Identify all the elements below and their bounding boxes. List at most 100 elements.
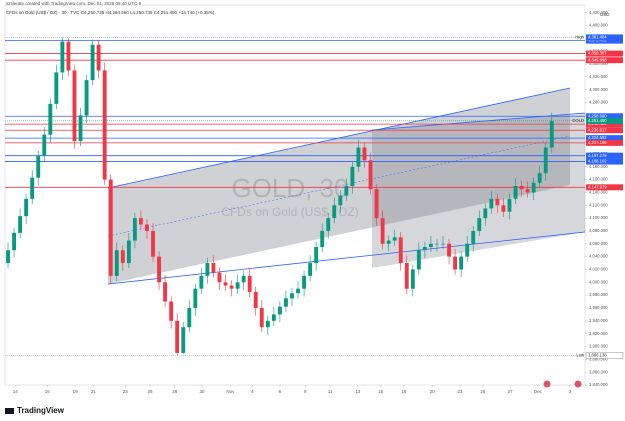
level-label: 4,345.998 <box>588 57 607 62</box>
candle-body <box>320 230 325 247</box>
candle-body <box>169 301 174 321</box>
credit: sztilerate created with TradingView.com,… <box>6 1 142 6</box>
y-tick-label: 4,100.000 <box>589 215 608 220</box>
x-tick-label: Dec <box>534 389 543 394</box>
y-tick-label: 4,080.000 <box>589 228 608 233</box>
candle-body <box>205 263 210 276</box>
candle-body <box>525 189 530 193</box>
candle-body <box>241 275 246 283</box>
y-tick-label: 4,040.000 <box>589 254 608 259</box>
candle-body <box>120 250 125 264</box>
candle-body <box>229 285 234 289</box>
level-label-box <box>586 139 623 146</box>
candle-body <box>296 288 300 294</box>
y-tick-label: 3,920.000 <box>589 331 608 336</box>
x-tick-label: 16 <box>378 389 384 394</box>
channel-midline <box>107 135 571 237</box>
candle-body <box>543 147 548 174</box>
candle-body <box>78 115 83 142</box>
y-tick-label: 4,300.000 <box>589 87 608 92</box>
candle-body <box>163 282 168 302</box>
level-label: 4,197.278 <box>588 153 607 158</box>
candle-body <box>265 320 270 328</box>
x-tick-label: 3 <box>569 389 572 394</box>
candle-body <box>157 256 161 283</box>
y-tick-label: 3,940.000 <box>589 318 608 323</box>
x-tick-label: 28 <box>172 389 178 394</box>
y-tick-label: 4,420.000 <box>589 10 608 15</box>
candle-body <box>259 307 264 328</box>
low-name: Low <box>576 352 585 357</box>
candle-body <box>211 263 216 273</box>
candle-body <box>332 205 337 219</box>
candle-body <box>193 288 198 308</box>
candle-body <box>114 250 119 276</box>
candle-body <box>290 293 294 299</box>
currency: USD <box>600 12 610 17</box>
candle-body <box>531 182 536 193</box>
candle-body <box>284 298 288 307</box>
candle-body <box>435 243 439 245</box>
last-price-label-box <box>586 117 623 124</box>
logo-icon <box>5 408 14 414</box>
candle-body <box>66 41 71 71</box>
candle-body <box>416 250 421 270</box>
candle-body <box>374 189 379 219</box>
x-tick-label: 19 <box>73 389 79 394</box>
x-tick-label: 30 <box>199 389 205 394</box>
watermark: GOLD, 30 <box>231 173 348 203</box>
watermark-subtitle: CFDs on Gold (US$ / OZ) <box>221 205 358 219</box>
candle-body <box>404 263 409 289</box>
event-icon <box>543 380 551 388</box>
level-label-box <box>586 50 623 57</box>
y-tick-label: 4,340.000 <box>589 61 608 66</box>
level-label: 4,147.979 <box>588 184 607 189</box>
x-tick-label: 26 <box>147 389 153 394</box>
last-price-name: GOLD <box>572 118 584 123</box>
candle-body <box>483 208 488 219</box>
logo-text: TradingView <box>17 406 65 415</box>
x-tick-label: 20 <box>430 389 436 394</box>
candle-body <box>314 246 319 264</box>
x-tick-label: 16 <box>45 389 51 394</box>
candle-body <box>24 198 29 217</box>
logo: TradingView <box>5 406 65 415</box>
candle-body <box>489 198 494 209</box>
candle-body <box>471 230 476 244</box>
candle-body <box>537 173 542 183</box>
y-tick-label: 3,880.000 <box>589 356 608 361</box>
candle-body <box>151 230 155 257</box>
y-tick-label: 3,860.000 <box>589 369 608 374</box>
last-price-label: 4,251.490 <box>588 118 607 123</box>
plot-area <box>4 4 586 386</box>
y-tick-label: 4,180.000 <box>589 164 608 169</box>
level-label-box <box>586 135 623 142</box>
x-tick-label: 13 <box>355 389 361 394</box>
level-label: 4,356.307 <box>588 51 607 56</box>
candle-body <box>48 103 53 135</box>
candle-body <box>507 198 512 212</box>
low-label-box <box>585 352 624 359</box>
candle-body <box>247 275 252 292</box>
candle-body <box>181 327 186 353</box>
candle-body <box>453 256 458 270</box>
candle-body <box>96 44 101 71</box>
candle-body <box>102 70 107 180</box>
level-label-box <box>586 57 623 64</box>
y-tick-label: 4,060.000 <box>589 241 608 246</box>
symbol-legend: CFDs on Gold (US$ / OZ) · 30 · TVC O4,25… <box>6 10 215 15</box>
channel-line <box>371 112 586 131</box>
candle-body <box>36 155 41 178</box>
candle-body <box>139 218 143 225</box>
x-tick-label: 23 <box>457 389 463 394</box>
candle-body <box>447 243 451 257</box>
x-tick-label: 21 <box>91 389 97 394</box>
candle-body <box>495 198 500 206</box>
candle-body <box>84 80 89 116</box>
candle-body <box>356 147 361 167</box>
level-label: 4,236.917 <box>588 127 607 132</box>
high-name: High <box>575 35 584 40</box>
candle-body <box>392 237 397 241</box>
candle-body <box>459 256 464 270</box>
